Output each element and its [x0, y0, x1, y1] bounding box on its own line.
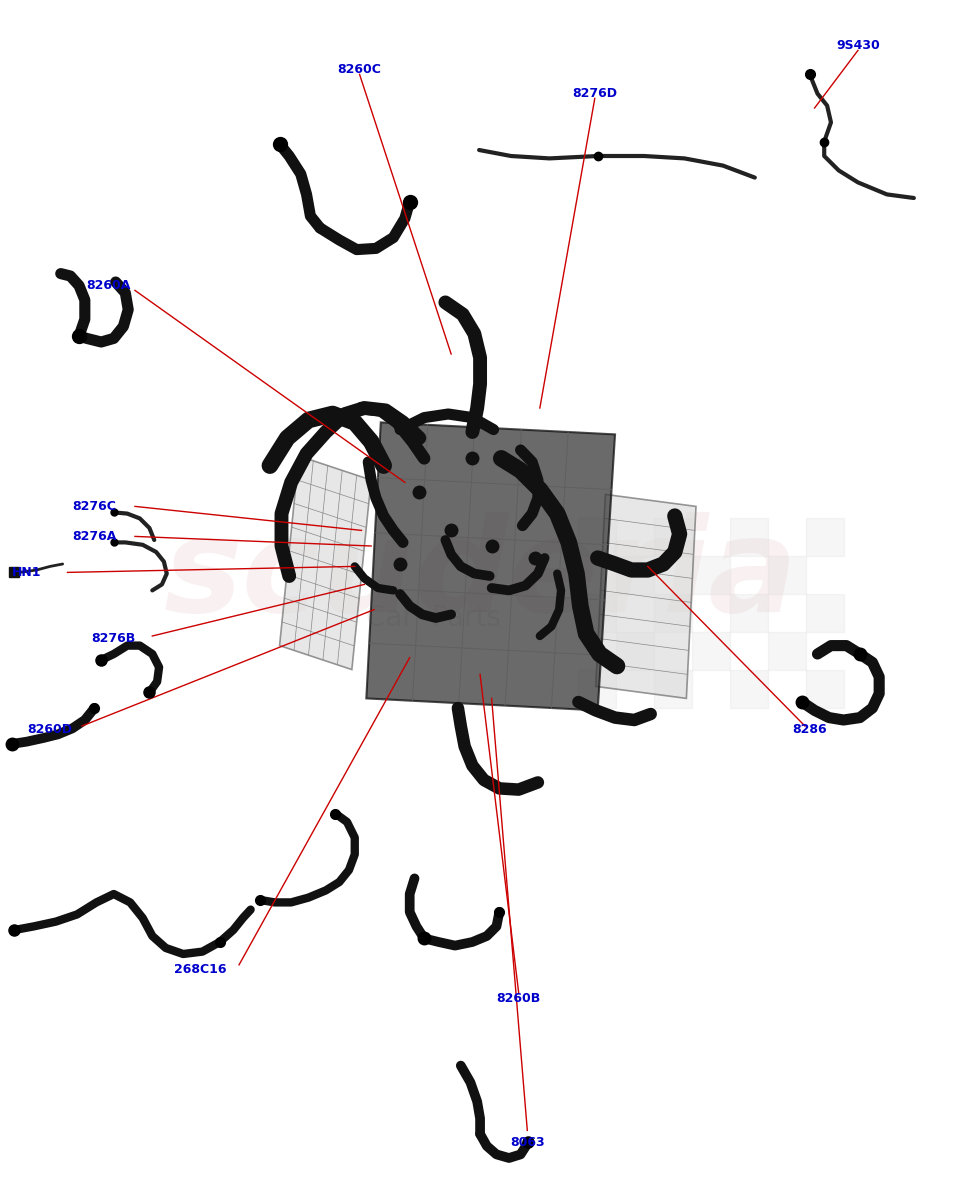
Text: 8260B: 8260B — [496, 992, 541, 1004]
Bar — [578, 518, 616, 556]
Bar — [731, 594, 768, 632]
Text: scuderia: scuderia — [164, 512, 798, 640]
Bar — [616, 556, 655, 594]
Text: 8260A: 8260A — [86, 280, 130, 292]
Text: 8286: 8286 — [792, 724, 827, 736]
Text: 8276A: 8276A — [72, 530, 117, 542]
Bar — [807, 594, 844, 632]
Text: 9S430: 9S430 — [836, 40, 880, 52]
Bar — [807, 670, 844, 708]
Text: 268C16: 268C16 — [174, 964, 227, 976]
Bar — [692, 556, 731, 594]
Text: 8276B: 8276B — [92, 632, 136, 644]
Bar — [655, 518, 692, 556]
Polygon shape — [280, 456, 371, 670]
Bar — [768, 632, 807, 670]
Polygon shape — [596, 494, 696, 698]
Bar — [655, 670, 692, 708]
Bar — [578, 670, 616, 708]
Text: Car  Parts: Car Parts — [366, 604, 501, 632]
Bar — [731, 670, 768, 708]
Bar — [692, 632, 731, 670]
Text: 8260C: 8260C — [337, 64, 382, 76]
Text: 8063: 8063 — [510, 1136, 545, 1148]
Bar — [731, 518, 768, 556]
Bar — [616, 632, 655, 670]
Text: 8276D: 8276D — [573, 88, 617, 100]
Bar — [807, 518, 844, 556]
Bar — [768, 556, 807, 594]
Text: HN1: HN1 — [13, 566, 41, 578]
Bar — [578, 594, 616, 632]
Bar — [655, 594, 692, 632]
Text: 8276C: 8276C — [72, 500, 117, 512]
Polygon shape — [366, 422, 615, 710]
Text: 8260D: 8260D — [28, 724, 72, 736]
